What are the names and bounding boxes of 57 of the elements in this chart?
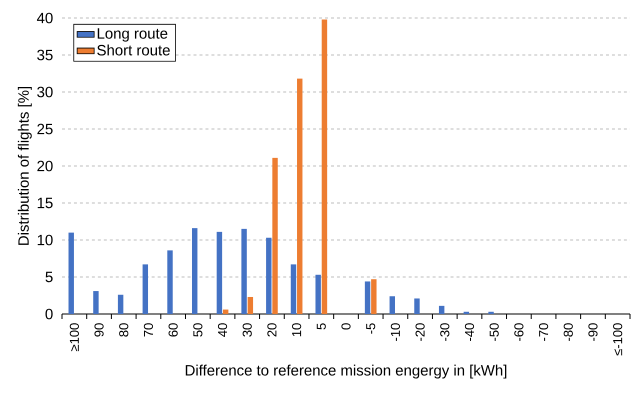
y-tick-label: 15 (38, 198, 53, 208)
bar (142, 264, 148, 314)
bar (272, 158, 278, 314)
x-tick-label: -50 (490, 323, 499, 341)
x-tick-label: -5 (366, 323, 376, 334)
y-tick-label: 10 (38, 234, 53, 246)
y-tick-label: 25 (37, 124, 53, 134)
bar (390, 296, 395, 314)
y-tick-label: 5 (46, 272, 53, 282)
bar (414, 298, 420, 314)
bar (222, 310, 228, 314)
x-tick-label: 20 (267, 323, 277, 337)
x-tick-label: -80 (564, 323, 573, 341)
bar (322, 19, 328, 314)
bar (315, 274, 321, 314)
x-tick-label: 40 (218, 323, 228, 337)
y-tick-label: 30 (37, 86, 53, 98)
x-tick-label: ≥100 (70, 323, 79, 352)
bar (266, 238, 272, 314)
x-tick-label: 30 (242, 323, 252, 337)
legend-label: Short route (97, 44, 170, 56)
x-tick-label: 60 (168, 323, 178, 337)
x-tick-label: -90 (588, 323, 598, 341)
bar (192, 228, 198, 314)
x-tick-label: -30 (440, 323, 450, 341)
x-tick-label: -40 (464, 323, 474, 341)
legend-label: Long route (98, 28, 168, 42)
y-tick-label: 0 (46, 308, 53, 320)
x-tick-label: 80 (119, 323, 128, 337)
x-tick-label: 70 (144, 323, 154, 336)
x-tick-label: -20 (416, 323, 425, 341)
y-axis-title: Distribution of flights [%] (18, 86, 32, 245)
y-tick-label: 35 (37, 50, 53, 60)
bar (68, 232, 74, 314)
bar (364, 281, 370, 314)
x-axis-title: Difference to reference mission engergy in [kWh] (186, 364, 506, 379)
y-tick-label: 20 (37, 160, 53, 172)
x-tick-label: -70 (538, 323, 548, 341)
x-tick-label: 5 (316, 323, 326, 330)
x-tick-label: ≤-100 (613, 323, 622, 356)
bar (241, 228, 247, 314)
x-tick-label: 50 (193, 323, 202, 337)
y-tick-label: 40 (36, 12, 53, 24)
bar (371, 279, 377, 314)
bar (167, 250, 173, 314)
bar (118, 294, 124, 314)
x-tick-label: 0 (341, 323, 351, 330)
bar (290, 264, 296, 314)
bar (297, 78, 302, 314)
bar (216, 232, 222, 314)
bar (248, 296, 254, 314)
x-tick-label: -60 (514, 323, 524, 341)
bar (438, 306, 444, 314)
x-tick-label: 90 (94, 323, 104, 337)
x-tick-label: 10 (292, 323, 302, 336)
x-tick-label: -10 (390, 323, 400, 341)
bar (93, 291, 99, 314)
